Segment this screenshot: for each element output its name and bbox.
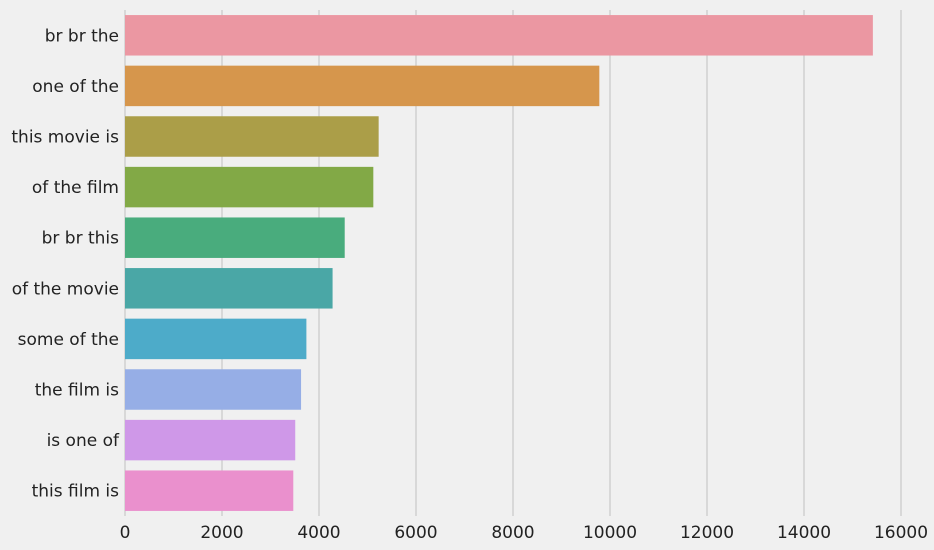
x-tick-label: 14000	[777, 523, 831, 543]
x-tick-label: 4000	[297, 523, 340, 543]
bar	[125, 369, 302, 410]
category-label: of the film	[32, 178, 119, 198]
category-label: is one of	[47, 431, 120, 451]
x-tick-label: 8000	[491, 523, 534, 543]
x-tick-label: 2000	[200, 523, 243, 543]
bar	[125, 318, 307, 360]
bar	[125, 470, 294, 511]
x-tick-label: 0	[120, 523, 131, 543]
x-tick-label: 16000	[874, 523, 928, 543]
category-label: one of the	[32, 77, 119, 97]
bar	[125, 419, 296, 461]
category-label: br br this	[42, 229, 120, 249]
bar	[125, 65, 600, 107]
x-tick-labels: 0 2000 4000 6000 8000 10000 12000 14000 16000	[120, 523, 928, 543]
bar	[125, 268, 333, 309]
x-tick-label: 12000	[680, 523, 734, 543]
category-label: some of the	[18, 330, 119, 350]
category-label: this film is	[32, 482, 120, 502]
x-tick-label: 10000	[583, 523, 637, 543]
category-labels: br br the one of the this movie is of the f…	[11, 26, 120, 501]
category-label: br br the	[45, 26, 119, 46]
bar	[125, 166, 374, 208]
bar	[125, 15, 873, 56]
bars	[125, 15, 873, 511]
x-tick-label: 6000	[394, 523, 437, 543]
category-label: this movie is	[11, 128, 119, 148]
bar	[125, 116, 379, 157]
bar	[125, 217, 345, 258]
category-label: the film is	[35, 381, 119, 401]
category-label: of the movie	[12, 279, 119, 299]
